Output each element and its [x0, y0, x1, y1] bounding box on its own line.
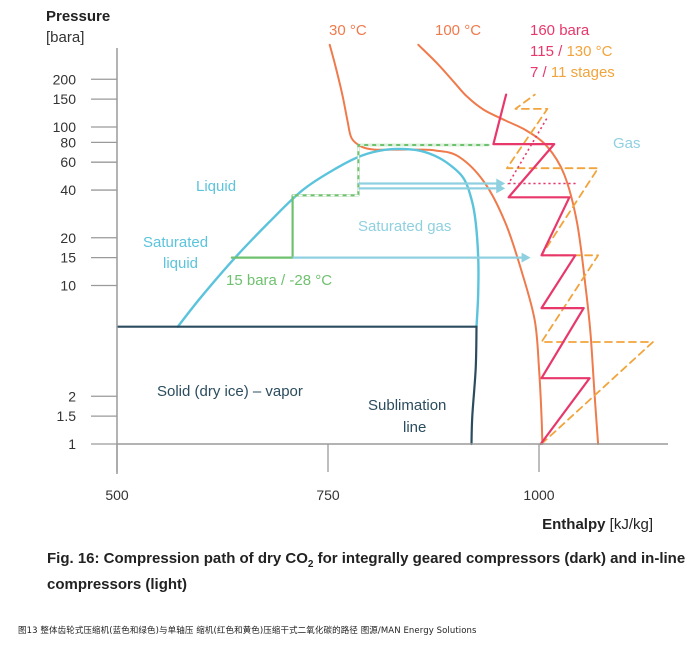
y-tick-label-15: 15	[60, 250, 76, 266]
legend-line2-part-0: 115	[530, 43, 554, 60]
legend-line3-part-2: 11 stages	[551, 64, 615, 81]
series-in-line-path-7-stages	[492, 93, 591, 446]
label-saturated-liquid-2: liquid	[163, 255, 198, 272]
legend-line3-part-1: /	[538, 64, 551, 81]
figure-caption: Fig. 16: Compression path of dry CO2 for…	[47, 550, 686, 593]
label-sublimation-2: line	[403, 419, 426, 436]
series-30-c	[328, 43, 544, 445]
x-axis-unit: [kJ/kg]	[605, 516, 653, 533]
label-liquid: Liquid	[196, 178, 236, 195]
x-tick-label-500: 500	[105, 487, 129, 503]
x-axis-title-main: Enthalpy	[542, 516, 606, 533]
label-sublimation-1: Sublimation	[368, 397, 446, 414]
legend-line3: 7 / 11 stages	[530, 64, 615, 81]
y-axis-unit: [bara]	[46, 29, 84, 46]
legend-line3-part-0: 7	[530, 64, 538, 81]
y-tick-label-2: 2	[68, 388, 76, 404]
y-tick-label-60: 60	[60, 154, 76, 170]
y-axis-title: Pressure	[46, 8, 110, 25]
series-100-c	[417, 43, 600, 445]
y-tick-label-80: 80	[60, 134, 76, 150]
series-sublimation-line	[470, 325, 478, 446]
legend-line1: 160 bara	[530, 22, 590, 39]
y-tick-label-1-5: 1.5	[57, 408, 77, 424]
label-saturated-liquid-1: Saturated	[143, 234, 208, 251]
label-saturated-gas: Saturated gas	[358, 218, 451, 235]
y-tick-label-150: 150	[53, 91, 77, 107]
y-tick-label-1: 1	[68, 436, 76, 452]
labels: Pressure [bara] Enthalpy [kJ/kg] 30 °C 100 °…	[46, 8, 653, 533]
series-saturation-dome	[176, 147, 480, 328]
label-30c: 30 °C	[329, 22, 367, 39]
y-tick-label-10: 10	[60, 278, 76, 294]
series-liquid-path-green	[230, 143, 490, 259]
figure-footnote: 图13 整体齿轮式压缩机(蓝色和绿色)与单轴压 缩机(红色和黄色)压缩干式二氧化…	[18, 626, 477, 636]
label-solid-vapor: Solid (dry ice) – vapor	[157, 383, 303, 400]
legend-line2-part-2: 130 °C	[566, 43, 612, 60]
x-tick-label-750: 750	[316, 487, 340, 503]
y-tick-label-40: 40	[60, 182, 76, 198]
y-tick-label-200: 200	[53, 71, 77, 87]
legend-line2: 115 / 130 °C	[530, 43, 613, 60]
label-gas: Gas	[613, 135, 641, 152]
y-tick-label-100: 100	[53, 119, 77, 135]
x-tick-label-1000: 1000	[523, 487, 554, 503]
y-tick-label-20: 20	[60, 230, 76, 246]
series-in-line-dotted	[507, 116, 577, 185]
series-integrally-geared-path-11-stages	[506, 93, 654, 445]
x-axis-title: Enthalpy [kJ/kg]	[542, 516, 653, 533]
series-liquid-path-dash-overlay	[292, 144, 489, 197]
label-100c: 100 °C	[435, 22, 481, 39]
arrow-head-2	[521, 252, 531, 263]
label-green-start: 15 bara / -28 °C	[226, 272, 332, 289]
legend-line2-part-1: /	[554, 43, 567, 60]
arrow-head-1	[496, 178, 506, 189]
plot-lines	[117, 43, 654, 446]
